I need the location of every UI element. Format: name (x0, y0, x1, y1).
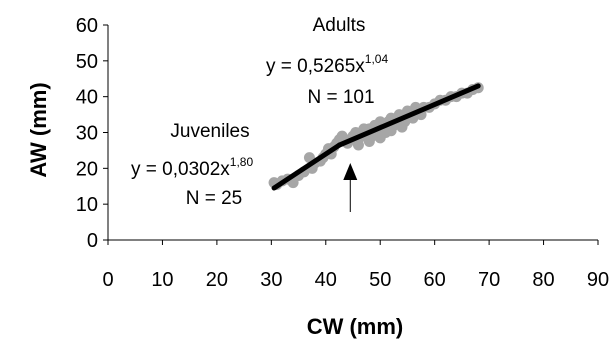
tick-labels: 0 10 20 30 40 50 60 70 80 90 0 10 20 30 40 50 60 (76, 15, 609, 291)
y-tick-label: 60 (76, 15, 98, 37)
adults-equation-base: y = 0,5265x (266, 56, 365, 77)
data-point (363, 135, 375, 147)
adults-equation-exp: 1,04 (365, 52, 389, 66)
arrow-head (343, 163, 358, 180)
x-tick-label: 60 (424, 269, 446, 291)
y-tick-label: 50 (76, 51, 98, 73)
x-tick-label: 0 (102, 269, 113, 291)
fit-line-adults (336, 83, 481, 148)
x-tick-label: 70 (478, 269, 500, 291)
x-tick-label: 10 (151, 269, 173, 291)
juveniles-equation-base: y = 0,0302x (131, 159, 230, 180)
adults-n: N = 101 (307, 87, 374, 108)
juveniles-label: Juveniles (170, 121, 249, 142)
juveniles-equation-exp: 1,80 (230, 155, 254, 169)
adults-label: Adults (313, 15, 366, 36)
data-point (385, 125, 397, 137)
x-axis-title: CW (mm) (307, 314, 404, 339)
data-point (352, 139, 364, 151)
fit-lines (271, 83, 481, 191)
juveniles-n: N = 25 (186, 188, 243, 209)
y-tick-label: 30 (76, 123, 98, 145)
data-point (396, 121, 408, 133)
juveniles-equation: y = 0,0302x1,80 (131, 155, 253, 180)
x-tick-label: 40 (315, 269, 337, 291)
y-tick-label: 20 (76, 158, 98, 180)
breakpoint-arrow (343, 163, 358, 212)
x-tick-label: 50 (369, 269, 391, 291)
x-tick-label: 90 (587, 269, 609, 291)
y-tick-label: 40 (76, 87, 98, 109)
adults-equation: y = 0,5265x1,04 (266, 52, 388, 77)
fit-line-juveniles (271, 142, 342, 191)
y-axis-title: AW (mm) (26, 82, 51, 177)
data-point (374, 132, 386, 144)
x-tick-label: 30 (260, 269, 282, 291)
x-tick-label: 80 (532, 269, 554, 291)
axes (103, 24, 599, 245)
x-tick-label: 20 (206, 269, 228, 291)
y-tick-label: 10 (76, 194, 98, 216)
y-tick-label: 0 (87, 230, 98, 252)
